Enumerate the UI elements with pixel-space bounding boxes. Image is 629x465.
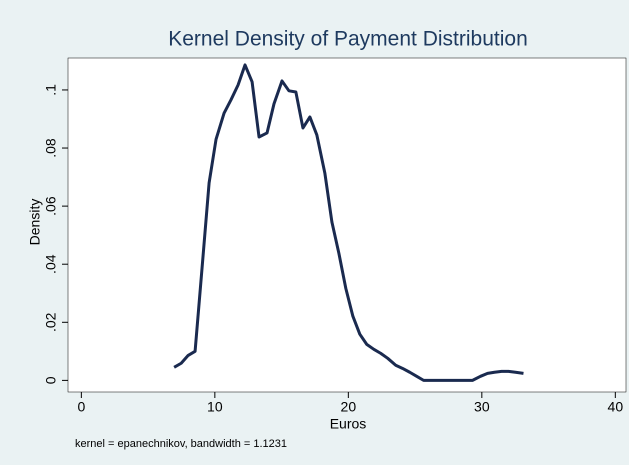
plot-area — [67, 57, 627, 393]
y-tick-label: .02 — [43, 312, 59, 332]
y-tick-label: .04 — [43, 254, 59, 274]
x-tick-label: 30 — [474, 399, 490, 415]
y-tick-label: 0 — [43, 376, 59, 384]
y-tick-label: .06 — [43, 196, 59, 216]
y-axis-label: Density — [27, 199, 43, 246]
density-line — [173, 63, 524, 382]
y-tick-label: .08 — [43, 138, 59, 158]
x-axis-label: Euros — [330, 416, 367, 432]
y-tick-label: .1 — [43, 84, 59, 96]
x-tick-label: 10 — [207, 399, 223, 415]
x-tick-label: 40 — [608, 399, 624, 415]
chart-title: Kernel Density of Payment Distribution — [168, 28, 528, 51]
note: kernel = epanechnikov, bandwidth = 1.123… — [75, 438, 287, 450]
x-tick-label: 0 — [77, 399, 85, 415]
x-tick-label: 20 — [341, 399, 357, 415]
